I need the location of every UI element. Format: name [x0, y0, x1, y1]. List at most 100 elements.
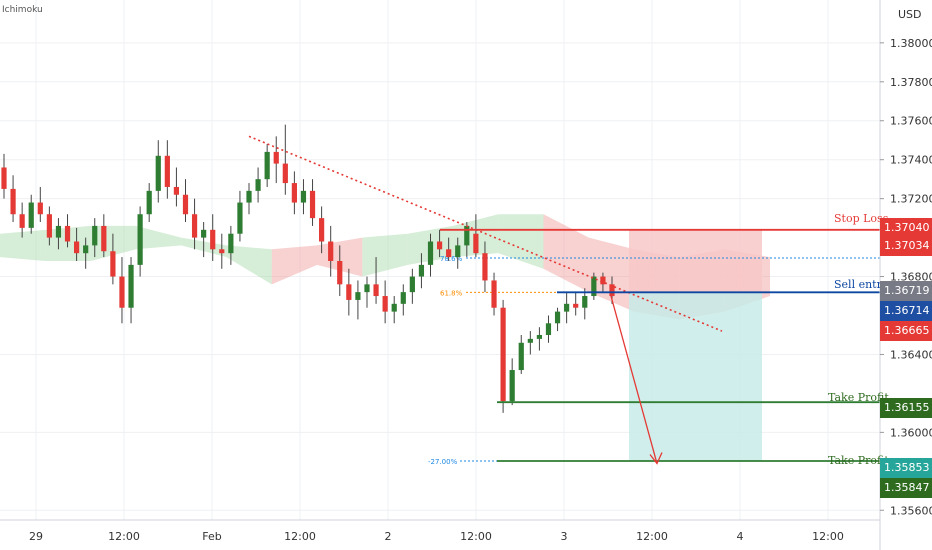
cloud-segment — [362, 233, 408, 277]
candle-body — [246, 190, 252, 203]
fib-level-label: 61.8% — [440, 289, 463, 297]
stop-loss-label: Stop Loss — [834, 212, 889, 225]
candle-body — [282, 163, 288, 184]
cloud-segment — [226, 245, 272, 285]
cloud-segment — [271, 245, 318, 285]
projection-arrow-shaft — [610, 295, 658, 464]
currency-label[interactable]: USD — [898, 8, 922, 21]
candle-body — [309, 190, 316, 219]
price-tag: 1.37040 — [880, 218, 932, 238]
candle-body — [427, 241, 434, 265]
risk-zone — [629, 229, 762, 293]
candle-body — [64, 225, 71, 242]
candle-body — [545, 323, 552, 335]
candle-body — [146, 190, 152, 215]
candle-body — [191, 214, 198, 238]
price-tag: 1.36719 — [880, 281, 932, 301]
candle-body — [219, 249, 225, 254]
candle-body — [464, 225, 470, 246]
price-tag: 1.36665 — [880, 321, 932, 341]
cloud-segment — [498, 214, 544, 269]
candle-body — [237, 202, 243, 234]
candle-body — [128, 264, 134, 308]
candle-body — [591, 276, 597, 297]
candle-body — [400, 292, 406, 304]
candle-body — [19, 214, 25, 228]
level-lines — [248, 135, 880, 465]
time-tick-label: 12:00 — [284, 530, 316, 543]
candle-body — [355, 292, 361, 300]
price-tag: 1.35847 — [880, 478, 932, 498]
time-tick-label: Feb — [202, 530, 221, 543]
candle-body — [473, 233, 479, 254]
projection-arrow-head — [649, 452, 663, 465]
candle-body — [255, 179, 261, 191]
candle-body — [210, 229, 216, 250]
price-tick-label: 1.38000 — [890, 37, 932, 50]
candle-body — [600, 276, 606, 285]
candle-body — [573, 303, 579, 308]
cloud-segment — [135, 225, 182, 250]
time-tick-label: 12:00 — [636, 530, 668, 543]
candle-body — [346, 284, 352, 300]
time-tick-label: 12:00 — [460, 530, 492, 543]
price-tick-label: 1.36000 — [890, 426, 932, 439]
candle-body — [291, 183, 297, 203]
time-tick-label: 29 — [29, 530, 43, 543]
time-tick-label: 4 — [737, 530, 744, 543]
candle-body — [564, 303, 570, 312]
candle-body — [137, 214, 143, 265]
candle-body — [46, 214, 52, 238]
price-tag: 1.35853 — [880, 458, 932, 478]
trend-line — [248, 135, 723, 332]
time-axis[interactable]: 29 12:00 Feb 12:00 2 12:00 3 12:00 4 12:00 — [0, 519, 880, 543]
candle-body — [491, 280, 497, 308]
candle-body — [518, 342, 524, 371]
price-tag: 1.36714 — [880, 301, 932, 321]
candle-body — [500, 307, 506, 402]
candle-body — [554, 311, 561, 324]
reward-zone — [629, 292, 762, 461]
fib-level-label: -27.00% — [428, 458, 458, 466]
candle-body — [337, 260, 343, 285]
candle-body — [418, 264, 425, 277]
candle-body — [364, 284, 370, 293]
candle-body — [536, 334, 543, 339]
candle-body — [182, 194, 189, 215]
candle-body — [582, 296, 588, 308]
price-tick-label: 1.36800 — [890, 271, 932, 284]
price-tick-label: 1.37400 — [890, 154, 932, 167]
indicator-label[interactable]: Ichimoku — [2, 5, 43, 15]
candle-body — [273, 151, 279, 164]
candle-body — [37, 202, 43, 215]
candle-body — [92, 225, 98, 246]
candle-body — [101, 225, 107, 252]
time-tick-label: 12:00 — [108, 530, 140, 543]
candle-body — [455, 245, 461, 258]
candle-body — [83, 245, 89, 254]
candle-body — [328, 241, 334, 261]
fib-level-label: 78.6% — [440, 255, 463, 263]
short-position-box — [629, 229, 762, 461]
candle-body — [264, 151, 270, 180]
price-tag: 1.37034 — [880, 236, 932, 256]
cloud-segment — [0, 229, 46, 261]
price-tick-label: 1.37200 — [890, 193, 932, 206]
candle-body — [300, 190, 307, 203]
candle-body — [164, 155, 170, 187]
price-tick-label: 1.37600 — [890, 115, 932, 128]
time-tick-label: 12:00 — [812, 530, 844, 543]
take-profit-2-label: Take Profit — [828, 454, 889, 467]
cloud-segment — [543, 214, 589, 293]
candle-body — [228, 233, 234, 254]
candle-body — [446, 249, 452, 258]
candle-body — [436, 241, 443, 250]
candle-body — [319, 218, 325, 242]
candle-body — [119, 276, 125, 308]
price-tick-label: 1.35600 — [890, 504, 932, 517]
candle-body — [509, 370, 515, 402]
price-tick-label: 1.36400 — [890, 348, 932, 361]
candle-body — [201, 229, 207, 238]
cloud-segment — [588, 237, 635, 312]
